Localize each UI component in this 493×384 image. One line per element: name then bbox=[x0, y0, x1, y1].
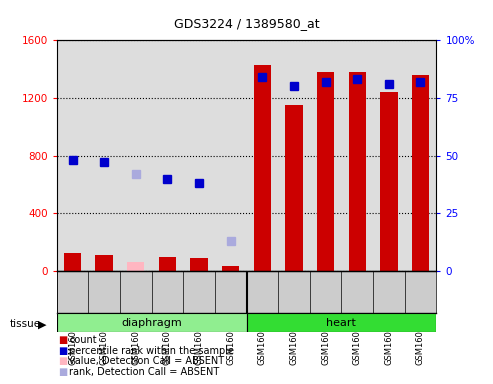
Text: ■: ■ bbox=[58, 356, 67, 366]
Bar bbox=[317, 72, 334, 271]
Bar bbox=[127, 262, 144, 271]
Text: value, Detection Call = ABSENT: value, Detection Call = ABSENT bbox=[69, 356, 224, 366]
Bar bbox=[57, 313, 246, 332]
Bar bbox=[159, 257, 176, 271]
Bar bbox=[412, 75, 429, 271]
Bar bbox=[253, 65, 271, 271]
Bar bbox=[246, 313, 436, 332]
Text: count: count bbox=[69, 335, 97, 345]
Bar bbox=[285, 105, 303, 271]
Bar bbox=[190, 258, 208, 271]
Text: GDS3224 / 1389580_at: GDS3224 / 1389580_at bbox=[174, 17, 319, 30]
Text: ■: ■ bbox=[58, 346, 67, 356]
Text: percentile rank within the sample: percentile rank within the sample bbox=[69, 346, 234, 356]
Bar bbox=[96, 255, 113, 271]
Text: heart: heart bbox=[326, 318, 356, 328]
Text: ▶: ▶ bbox=[38, 319, 47, 329]
Text: ■: ■ bbox=[58, 367, 67, 377]
Text: tissue: tissue bbox=[10, 319, 41, 329]
Text: diaphragm: diaphragm bbox=[121, 318, 182, 328]
Text: rank, Detection Call = ABSENT: rank, Detection Call = ABSENT bbox=[69, 367, 219, 377]
Bar bbox=[64, 253, 81, 271]
Bar bbox=[349, 72, 366, 271]
Bar bbox=[222, 266, 240, 271]
Bar bbox=[380, 92, 397, 271]
Text: ■: ■ bbox=[58, 335, 67, 345]
